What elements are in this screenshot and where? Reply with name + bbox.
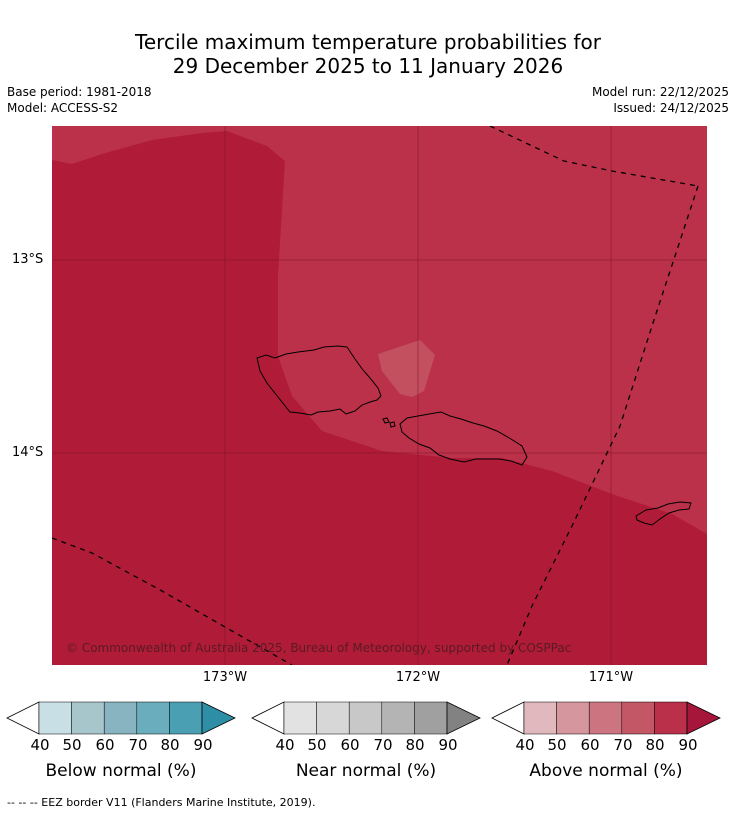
eez-border-lower-left [52, 537, 293, 665]
lat-label-13s: 13°S [12, 252, 44, 267]
lon-label-173w: 173°W [202, 670, 248, 685]
colorbar-segment [169, 701, 203, 735]
cbar-tick: 70 [613, 736, 633, 754]
chart-title: Tercile maximum temperature probabilitie… [0, 30, 736, 78]
colorbar-above-normal [491, 701, 721, 735]
cbar-tick: 40 [515, 736, 535, 754]
colorbar-segment [588, 701, 623, 735]
lon-label-172w: 172°W [395, 670, 441, 685]
map-svg [52, 126, 707, 665]
eez-border-right [506, 185, 699, 665]
model-run: Model run: 22/12/2025 [591, 85, 729, 99]
colorbar-segment [556, 701, 590, 735]
colorbar-segment [71, 701, 105, 735]
cbar-tick: 50 [62, 736, 82, 754]
map-light-probability-region [378, 340, 435, 397]
eez-border-lines [52, 126, 699, 665]
cbar-tick: 70 [128, 736, 148, 754]
cbar-tick: 80 [405, 736, 425, 754]
base-period: Base period: 1981-2018 [7, 85, 152, 99]
map-gridlines [52, 126, 707, 665]
eez-footnote: -- -- -- EEZ border V11 (Flanders Marine… [7, 796, 316, 809]
cbar-tick: 50 [307, 736, 327, 754]
colorbar-extend-low [6, 701, 40, 735]
colorbar-below-normal [6, 701, 236, 735]
colorbar-near-normal [251, 701, 481, 735]
colorbar-extend-low [491, 701, 525, 735]
colorbar-extend-high [686, 701, 721, 735]
island-apolima [389, 421, 396, 428]
island-upolu [399, 411, 528, 466]
colorbar-segment [136, 701, 170, 735]
copyright-notice: © Commonwealth of Australia 2025, Bureau… [66, 641, 572, 655]
colorbar-segment [348, 701, 383, 735]
colorbar-extend-high [201, 701, 236, 735]
cbar-tick: 40 [275, 736, 295, 754]
probability-map [52, 126, 707, 665]
cbar-tick: 70 [373, 736, 393, 754]
colorbar-segment [414, 701, 448, 735]
colorbar-label-above: Above normal (%) [529, 761, 683, 781]
colorbar-segment [103, 701, 138, 735]
island-tutuila [635, 501, 692, 526]
title-line-2: 29 December 2025 to 11 January 2026 [172, 54, 564, 78]
colorbar-label-near: Near normal (%) [295, 761, 437, 781]
colorbar-segment [381, 701, 415, 735]
issued-date: Issued: 24/12/2025 [613, 101, 729, 115]
cbar-tick: 90 [678, 736, 698, 754]
cbar-tick: 60 [340, 736, 360, 754]
colorbar-label-below: Below normal (%) [45, 761, 197, 781]
meta-left: Base period: 1981-2018 Model: ACCESS-S2 [7, 84, 152, 116]
cbar-tick: 80 [645, 736, 665, 754]
colorbar-extend-high [446, 701, 481, 735]
cbar-tick: 90 [193, 736, 213, 754]
colorbar-segment [621, 701, 655, 735]
cbar-tick: 60 [95, 736, 115, 754]
meta-right: Model run: 22/12/2025 Issued: 24/12/2025 [592, 84, 729, 116]
cbar-tick: 40 [30, 736, 50, 754]
map-mid-probability-region [52, 126, 707, 534]
colorbar-segment [654, 701, 688, 735]
island-manono [382, 417, 390, 424]
lat-label-14s: 14°S [12, 445, 44, 460]
lon-label-171w: 171°W [588, 670, 634, 685]
colorbar-segment [316, 701, 350, 735]
colorbar-segment [523, 701, 557, 735]
title-line-1: Tercile maximum temperature probabilitie… [135, 30, 601, 54]
cbar-tick: 50 [547, 736, 567, 754]
cbar-tick: 60 [580, 736, 600, 754]
colorbar-segment [283, 701, 317, 735]
eez-border-upper [489, 126, 699, 187]
cbar-tick: 90 [438, 736, 458, 754]
cbar-tick: 80 [160, 736, 180, 754]
model-name: Model: ACCESS-S2 [7, 101, 119, 115]
island-savaii [256, 345, 382, 416]
island-outlines [256, 345, 692, 526]
colorbar-segment [38, 701, 72, 735]
colorbar-extend-low [251, 701, 285, 735]
